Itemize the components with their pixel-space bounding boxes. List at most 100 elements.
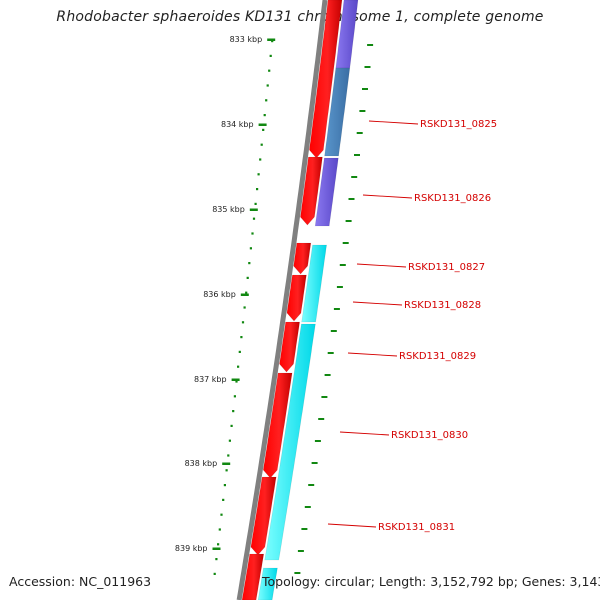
gene-label: RSKD131_0825 <box>420 119 497 130</box>
outer-tick <box>330 330 337 332</box>
cds-arrow <box>241 553 265 600</box>
minor-tick <box>251 232 254 235</box>
figure-title: Rhodobacter sphaeroides KD131 chromosome… <box>56 9 544 25</box>
outer-tick <box>362 88 368 90</box>
cds-arrow <box>300 156 323 226</box>
cds-arrow <box>279 321 300 373</box>
outer-tick <box>327 352 334 354</box>
minor-tick <box>230 424 233 427</box>
scale-label: 837 kbp <box>194 375 227 384</box>
scale-ticks <box>212 38 374 575</box>
outer-tick <box>345 220 352 222</box>
minor-tick <box>252 217 256 220</box>
outer-tick <box>301 528 308 530</box>
outer-tick <box>321 396 328 398</box>
minor-tick <box>271 40 274 43</box>
minor-tick <box>225 469 228 472</box>
outer-tick <box>318 418 325 420</box>
cog-segment-cyan <box>301 244 327 323</box>
minor-tick <box>233 395 236 398</box>
outer-tick <box>304 506 311 508</box>
minor-tick <box>227 454 230 457</box>
minor-tick <box>254 202 257 205</box>
cog-segment-purple <box>314 157 339 227</box>
gene-label: RSKD131_0827 <box>408 262 485 273</box>
minor-tick <box>245 291 248 294</box>
minor-tick <box>265 99 268 102</box>
outer-tick <box>324 374 331 376</box>
gene-leader-line <box>368 120 419 125</box>
gene-leader-line <box>356 263 407 268</box>
major-tick <box>240 293 249 296</box>
outer-tick <box>354 154 360 156</box>
outer-tick <box>311 462 318 464</box>
minor-tick <box>259 158 262 161</box>
major-tick <box>267 38 276 41</box>
gene-label: RSKD131_0831 <box>378 522 455 533</box>
gene-leader-line <box>339 431 390 436</box>
minor-tick <box>246 276 249 279</box>
gene-label: RSKD131_0829 <box>399 351 476 362</box>
outer-tick <box>342 242 349 244</box>
cog-segment-cyan <box>264 323 316 561</box>
cds-arrow <box>293 242 312 275</box>
outer-tick <box>356 132 363 134</box>
scale-label: 839 kbp <box>175 544 208 553</box>
minor-tick <box>235 380 238 383</box>
backbone-layer <box>236 0 328 600</box>
gene-leader-line <box>327 523 377 528</box>
major-tick <box>258 123 267 126</box>
cds-arrow <box>250 476 277 556</box>
scale-labels: 833 kbp 834 kbp 835 kbp 836 kbp 837 kbp 838 k… <box>175 35 262 553</box>
scale-label: 836 kbp <box>203 290 236 299</box>
outer-tick <box>351 176 358 178</box>
outer-tick <box>336 286 343 288</box>
minor-tick <box>240 336 243 339</box>
minor-tick <box>269 54 272 57</box>
minor-tick <box>260 143 263 146</box>
minor-tick <box>243 306 246 309</box>
accession-text: Accession: NC_011963 <box>9 574 152 589</box>
outer-tick <box>314 440 321 442</box>
gene-label: RSKD131_0830 <box>391 430 468 441</box>
outer-tick <box>297 550 304 552</box>
minor-tick <box>268 69 271 72</box>
cds-track <box>241 0 343 600</box>
minor-tick <box>266 84 269 87</box>
cds-arrow <box>309 0 343 159</box>
scale-label: 834 kbp <box>221 120 254 129</box>
outer-tick <box>359 110 366 112</box>
major-tick <box>212 547 221 550</box>
minor-tick <box>218 528 221 531</box>
minor-tick <box>228 439 231 442</box>
outer-tick <box>339 264 346 266</box>
gene-leader-line <box>362 194 413 199</box>
major-tick <box>249 208 258 211</box>
minor-tick <box>241 321 245 324</box>
minor-tick <box>248 262 251 265</box>
backbone-line <box>236 0 328 600</box>
scale-label: 835 kbp <box>212 205 245 214</box>
cds-arrow <box>262 372 293 479</box>
scale-label: 838 kbp <box>185 459 218 468</box>
genome-stats-text: Topology: circular; Length: 3,152,792 bp… <box>262 574 600 589</box>
minor-tick <box>213 572 216 575</box>
outer-tick <box>364 66 371 68</box>
minor-tick <box>223 484 226 487</box>
minor-tick <box>249 247 252 250</box>
cds-arrow <box>286 274 307 322</box>
minor-tick <box>257 173 260 176</box>
gene-label: RSKD131_0826 <box>414 193 491 204</box>
minor-tick <box>263 114 266 117</box>
outer-tick <box>294 572 301 574</box>
minor-tick <box>237 365 240 368</box>
major-tick <box>231 378 240 381</box>
gene-leader-line <box>347 352 398 357</box>
major-tick <box>222 462 231 465</box>
cog-track <box>257 0 359 600</box>
minor-tick <box>256 188 259 191</box>
outer-tick <box>367 44 374 46</box>
gene-labels: RSKD131_0825 RSKD131_0826 RSKD131_0827 RSKD… <box>327 119 497 533</box>
